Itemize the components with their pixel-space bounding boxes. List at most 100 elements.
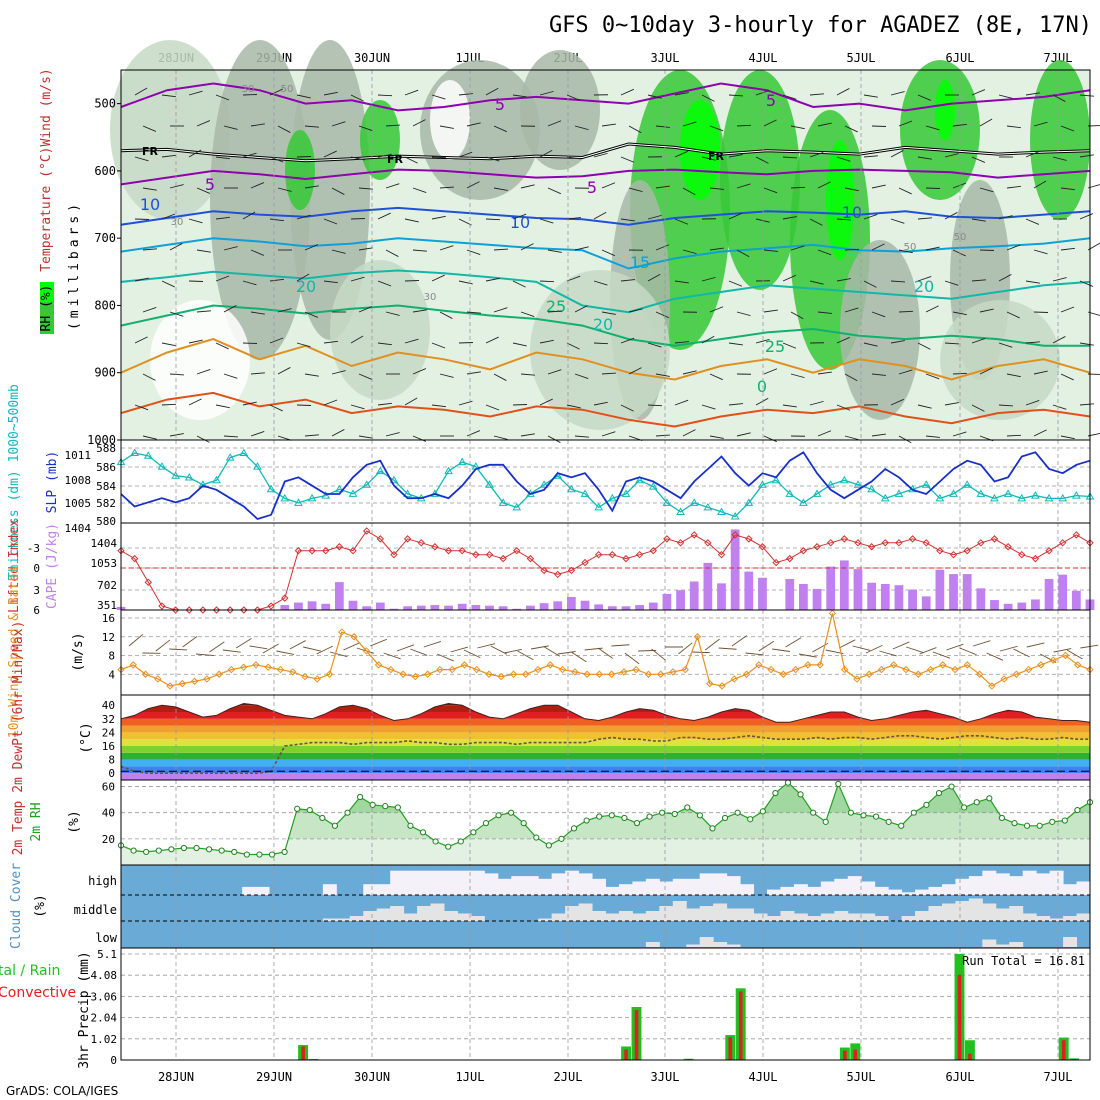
wind-barb [925, 305, 939, 313]
rh-marker [256, 851, 263, 858]
wind-barb [485, 156, 500, 162]
cloud-middle-cell [753, 913, 768, 921]
wind-barb [1033, 429, 1047, 437]
cape-bar [594, 604, 604, 610]
wind-barb-10m [973, 640, 991, 647]
precip-tick-label: 2.04 [91, 1012, 118, 1025]
wind-barb-10m [276, 650, 295, 655]
cloud-middle-cell [551, 913, 566, 921]
cape-tick-label: 702 [97, 579, 117, 592]
thickness-marker [430, 489, 440, 497]
lifted-index-marker [717, 550, 726, 559]
thickness-marker [935, 493, 945, 502]
slp-tick-label: 1008 [65, 474, 92, 487]
cloud-high-cell [645, 878, 660, 895]
cape-bar [348, 600, 358, 610]
precip-total-bar [308, 1058, 319, 1060]
wind-barb [1052, 277, 1067, 282]
cape-bar [689, 581, 699, 610]
wind-barb [574, 125, 589, 131]
wind-barb [790, 125, 805, 130]
wind-speed-marker [656, 670, 665, 678]
rh-contour-label: 30 [171, 217, 184, 228]
cape-tick-label: 1053 [91, 557, 118, 570]
wind-barb [331, 187, 345, 195]
wind-barb [350, 335, 364, 344]
wind-barb [782, 404, 797, 408]
thickness-marker [198, 480, 208, 488]
wind-barb [358, 187, 373, 190]
wind-barb [782, 274, 796, 282]
wind-barb [917, 404, 932, 409]
rh-marker [470, 829, 477, 836]
wind-speed-marker [988, 682, 996, 690]
wind-barb-10m [195, 653, 214, 657]
cloud-middle-cell [793, 913, 808, 921]
cloud-high-cell [322, 884, 337, 895]
rh-shade-area [360, 100, 400, 180]
wind-barb-10m [235, 638, 252, 649]
wind-barb [1006, 434, 1022, 437]
cape-bar [662, 593, 672, 610]
temperature-color-band [121, 739, 1090, 746]
wind-barb [593, 152, 608, 158]
wind-barb [142, 187, 157, 191]
cloud-high-cell [430, 870, 445, 895]
wind-barb [890, 340, 905, 344]
isotherm-label: 25 [546, 297, 566, 316]
wind-barb [539, 218, 554, 224]
slp-tick-label: 1404 [65, 522, 92, 535]
cloud-middle-cell [699, 906, 714, 921]
thickness-marker [321, 491, 331, 499]
temperature-axis-title: 2m Temp 2m DewPt (6hr Min/Max) [11, 621, 26, 856]
wind-barb [458, 151, 473, 158]
cloud-low-cell [1063, 937, 1078, 947]
rh-marker [709, 825, 716, 832]
lifted-index-marker [936, 547, 944, 555]
thickness-marker [962, 480, 972, 488]
thickness-marker [1058, 493, 1068, 502]
rh-marker [784, 779, 792, 786]
wind-barb [323, 340, 338, 344]
wind-barb [547, 369, 562, 375]
cloud-high-cell [605, 886, 620, 895]
wind-barb [574, 373, 589, 379]
rh-marker [1023, 822, 1031, 829]
wind-barb [917, 342, 931, 350]
thickness-tick-label: 586 [96, 461, 116, 474]
rh-marker [998, 814, 1006, 822]
wind-speed-marker [1037, 661, 1045, 669]
freezing-level-inner [120, 143, 1091, 162]
wind-barb [1033, 180, 1047, 189]
temperature-mask [121, 695, 1090, 723]
date-label-bottom: 28JUN [158, 1070, 194, 1084]
thickness-marker [771, 475, 781, 484]
wind-barb [979, 118, 993, 127]
wind-barb [250, 311, 265, 315]
wind-barb [304, 434, 319, 437]
cloud-middle-cell [740, 908, 755, 921]
wind-barb [520, 243, 534, 251]
rh-tick-label: 40 [102, 807, 115, 820]
rh-marker [382, 803, 389, 810]
rh-shade-area [935, 80, 955, 140]
wind-barb [520, 373, 535, 376]
wind-barb [709, 125, 724, 132]
thickness-marker [1071, 491, 1081, 499]
cape-bar [375, 602, 385, 610]
wind-barb [512, 342, 527, 347]
cloud-middle-cell [632, 913, 647, 921]
precip-total-bar [964, 1040, 975, 1060]
wind-barb [601, 249, 615, 257]
wind-barb [169, 373, 184, 376]
wind-barb [304, 244, 319, 251]
wind-tick-label: 4 [108, 668, 115, 681]
cloud-middle-cell [592, 911, 606, 921]
lifted-index-marker [581, 558, 589, 567]
cloud-middle-cell [915, 911, 929, 921]
wind-barb [331, 249, 346, 254]
wind-barb [142, 435, 157, 440]
wind-barb-10m [570, 651, 587, 663]
wind-barb-10m [1066, 649, 1083, 660]
cloud-high-cell [363, 884, 378, 895]
